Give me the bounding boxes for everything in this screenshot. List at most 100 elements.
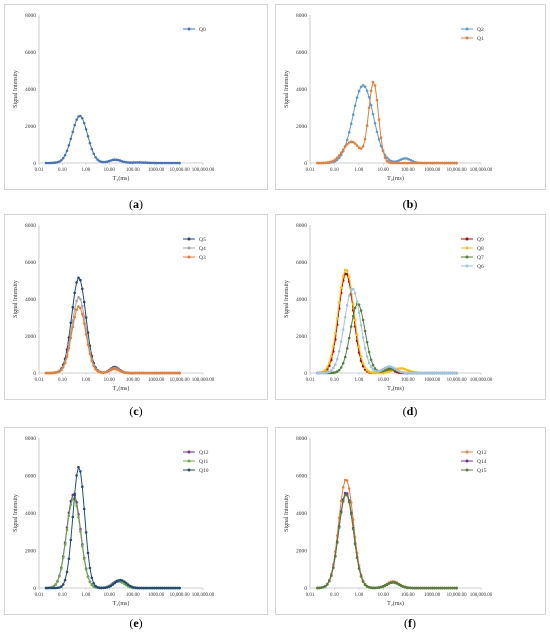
data-point-q6 <box>367 361 371 364</box>
data-point-q1 <box>332 159 335 163</box>
data-point-q15 <box>353 543 357 546</box>
y-tick-label: 4000 <box>296 87 307 93</box>
data-point-q10 <box>71 515 75 519</box>
data-point-q3 <box>174 371 178 375</box>
data-point-q6 <box>403 371 407 374</box>
data-point-q3 <box>138 371 141 375</box>
data-point-q7 <box>369 358 373 361</box>
data-point-q15 <box>335 541 339 544</box>
data-point-q8 <box>334 332 337 335</box>
data-point-q10 <box>90 576 94 580</box>
data-point-q7 <box>381 369 385 373</box>
legend-label: Q3 <box>199 255 206 261</box>
data-point-q6 <box>322 371 325 375</box>
legend-marker <box>187 450 191 454</box>
y-tick-label: 4000 <box>296 511 307 517</box>
data-point-q15 <box>451 586 454 590</box>
data-point-q8 <box>353 318 357 322</box>
data-point-q15 <box>343 493 347 497</box>
data-point-q15 <box>447 586 450 590</box>
x-tick-label: 100,000.00 <box>192 593 215 598</box>
data-point-q6 <box>429 371 432 375</box>
legend-label: Q9 <box>477 237 484 243</box>
x-tick-label: 100.00 <box>401 168 415 173</box>
data-point-q0 <box>174 161 178 165</box>
data-point-q2 <box>377 138 381 141</box>
caption-c: (c) <box>129 404 143 418</box>
x-tick-label: 0.01 <box>306 593 315 598</box>
data-point-q1 <box>427 161 430 165</box>
data-point-q1 <box>419 161 423 165</box>
data-point-q8 <box>359 355 363 358</box>
data-point-q3 <box>73 315 76 319</box>
data-point-q6 <box>417 371 421 375</box>
data-point-q2 <box>375 130 379 134</box>
data-point-q8 <box>361 362 365 365</box>
data-point-q2 <box>373 121 377 125</box>
data-point-q10 <box>50 586 54 590</box>
data-point-q2 <box>357 89 361 93</box>
data-point-q6 <box>391 366 395 369</box>
x-tick-label: 100.00 <box>126 593 140 598</box>
data-point-q15 <box>407 586 411 590</box>
data-point-q5 <box>86 331 90 334</box>
x-tick-label: 0.01 <box>306 378 315 383</box>
data-point-q0 <box>149 161 153 165</box>
data-point-q15 <box>413 586 417 590</box>
chart-panel-b: 0 2000 4000 6000 8000 0.01 0.10 1.00 10.00 100.00… <box>275 4 546 190</box>
data-point-q1 <box>425 161 428 165</box>
y-axis-label: Signal Intensity <box>13 70 19 108</box>
data-point-q1 <box>399 161 403 165</box>
legend-label: Q15 <box>477 468 487 474</box>
data-point-q10 <box>136 586 139 590</box>
y-tick-label: 4000 <box>25 87 36 93</box>
data-point-q1 <box>449 161 452 165</box>
data-point-q10 <box>63 578 67 582</box>
data-point-q15 <box>367 586 371 589</box>
data-point-q6 <box>413 371 417 375</box>
data-point-q2 <box>367 95 371 99</box>
legend-marker <box>465 246 469 250</box>
x-tick-label: 100,000.00 <box>470 168 493 173</box>
data-point-q6 <box>316 371 319 375</box>
data-point-q15 <box>399 584 403 587</box>
data-point-q0 <box>88 141 92 145</box>
data-point-q15 <box>324 585 327 588</box>
x-tick-label: 10,000.00 <box>170 378 191 383</box>
data-point-q1 <box>379 136 383 139</box>
data-point-q1 <box>316 161 319 165</box>
data-point-q10 <box>166 586 170 590</box>
data-point-q3 <box>176 371 179 375</box>
data-point-q6 <box>332 366 335 370</box>
data-point-q6 <box>427 371 430 375</box>
data-point-q10 <box>98 586 101 589</box>
data-point-q15 <box>316 586 319 590</box>
x-tick-label: 1000.00 <box>424 168 441 173</box>
data-point-q6 <box>405 371 409 375</box>
data-point-q4 <box>77 295 80 299</box>
data-point-q15 <box>395 582 399 585</box>
x-tick-label: 1000.00 <box>148 378 165 383</box>
x-tick-label: 1.00 <box>81 168 90 173</box>
data-point-q11 <box>81 544 84 548</box>
data-point-q5 <box>77 276 80 280</box>
x-tick-label: 100,000.00 <box>470 378 493 383</box>
data-point-q1 <box>353 142 357 145</box>
data-point-q7 <box>335 370 339 373</box>
data-point-q5 <box>82 300 86 304</box>
data-point-q11 <box>58 575 61 578</box>
data-point-q10 <box>124 581 128 585</box>
data-point-q10 <box>82 507 86 511</box>
data-point-q13 <box>345 479 349 482</box>
x-axis-label: T₂(ms) <box>387 600 404 607</box>
x-tick-label: 1.00 <box>354 378 363 383</box>
data-point-q6 <box>443 371 446 375</box>
data-point-q0 <box>67 144 71 147</box>
data-point-q2 <box>387 158 391 161</box>
x-tick-label: 0.01 <box>35 593 44 598</box>
x-tick-label: 10,000.00 <box>170 593 191 598</box>
data-point-q0 <box>128 161 132 164</box>
legend-marker <box>465 450 469 454</box>
data-point-q1 <box>365 124 369 127</box>
data-point-q10 <box>86 551 90 555</box>
